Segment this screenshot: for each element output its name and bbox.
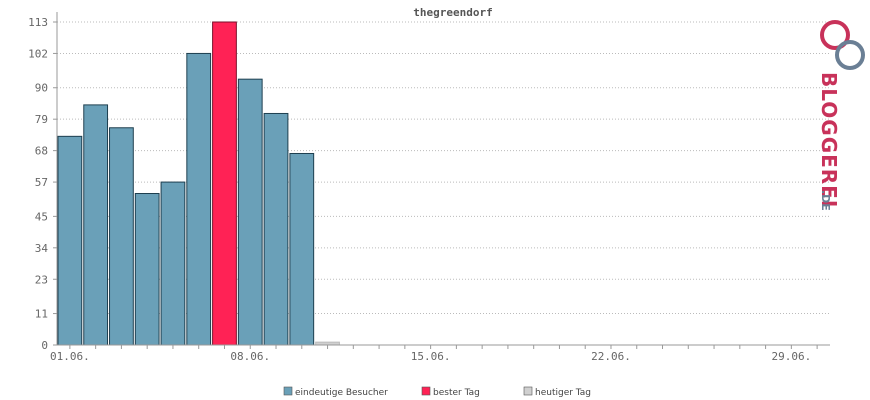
x-tick-label: 22.06.	[591, 350, 631, 363]
bar	[237, 78, 263, 346]
x-tick-label: 15.06.	[411, 350, 451, 363]
legend-swatch	[421, 386, 431, 396]
chart-title: thegreendorf	[413, 6, 492, 19]
y-tick-label: 45	[35, 210, 48, 223]
bar	[186, 52, 212, 346]
y-tick-label: 102	[28, 47, 48, 60]
bar	[263, 112, 289, 346]
bloggerei-logo: BLOGGEREI .DE	[817, 20, 865, 211]
legend: eindeutige Besucher bester Tag heutiger Ta…	[283, 386, 591, 398]
legend-label: bester Tag	[433, 388, 480, 398]
svg-text:.DE: .DE	[819, 190, 832, 211]
svg-text:BLOGGEREI: BLOGGEREI	[817, 72, 841, 208]
axes	[56, 12, 830, 346]
bar	[160, 181, 186, 346]
legend-swatch	[283, 386, 293, 396]
x-axis-ticks: 01.06. 08.06. 15.06. 22.06. 29.06.	[50, 345, 818, 363]
bar	[109, 127, 134, 346]
x-tick-label: 29.06.	[771, 350, 811, 363]
y-tick-label: 79	[35, 113, 48, 126]
y-tick-label: 0	[41, 339, 48, 352]
legend-label: heutiger Tag	[535, 388, 591, 398]
bar-series	[57, 21, 340, 346]
y-tick-label: 68	[35, 145, 48, 158]
y-axis-ticks: 0 11 23 34 45 57 68 79 90 102 113	[28, 16, 57, 352]
legend-swatch	[523, 386, 533, 396]
y-tick-label: 11	[35, 308, 48, 321]
legend-label: eindeutige Besucher	[295, 388, 388, 398]
x-tick-label: 08.06.	[230, 350, 270, 363]
bar	[289, 152, 315, 346]
y-tick-label: 23	[35, 273, 48, 286]
bar	[212, 21, 237, 346]
y-tick-label: 57	[35, 176, 48, 189]
logo-emblem-icon	[820, 20, 865, 70]
y-tick-label: 113	[28, 16, 48, 29]
y-tick-label: 90	[35, 82, 48, 95]
y-tick-label: 34	[35, 242, 49, 255]
x-tick-label: 01.06.	[50, 350, 90, 363]
bar	[57, 135, 83, 346]
bar	[83, 104, 109, 346]
bar	[134, 193, 160, 346]
